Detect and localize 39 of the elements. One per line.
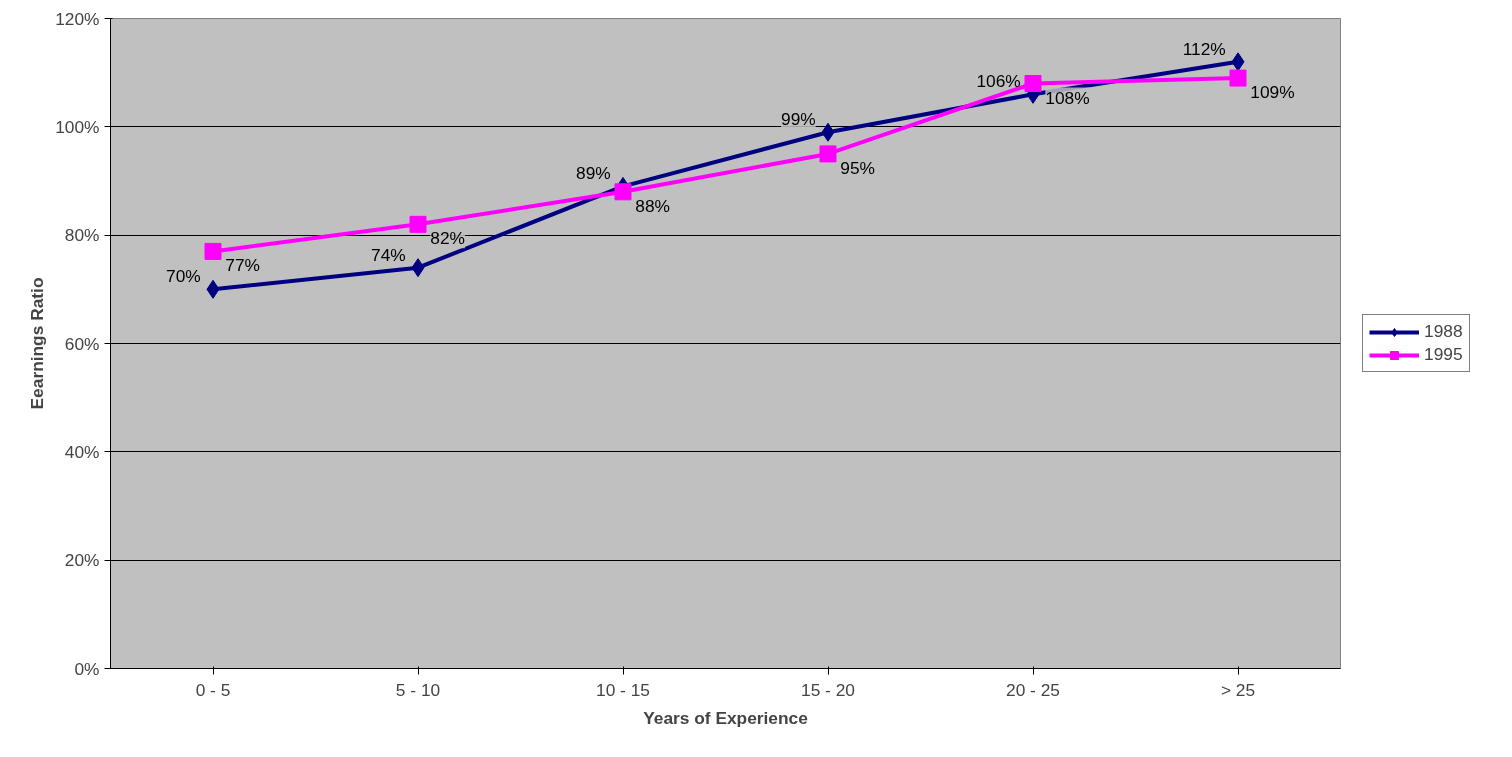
x-tick-label: 15 - 20 bbox=[801, 679, 855, 700]
y-tick-label: 80% bbox=[64, 225, 100, 246]
y-tick-label: 40% bbox=[64, 441, 100, 462]
x-tick-label: 0 - 5 bbox=[195, 679, 231, 700]
y-tick-label: 100% bbox=[55, 116, 100, 137]
data-label: 74% bbox=[371, 244, 406, 265]
data-label: 77% bbox=[225, 255, 260, 276]
y-tick-label: 0% bbox=[74, 658, 100, 679]
point bbox=[1229, 69, 1247, 87]
point bbox=[821, 122, 835, 142]
legend-label: 1988 bbox=[1424, 321, 1463, 342]
data-label: 109% bbox=[1250, 82, 1295, 103]
point bbox=[206, 279, 220, 299]
data-label: 95% bbox=[840, 157, 875, 178]
x-tick-label: 20 - 25 bbox=[1006, 679, 1060, 700]
point bbox=[409, 215, 427, 233]
x-tick-label: 5 - 10 bbox=[395, 679, 441, 700]
data-label: 70% bbox=[166, 266, 201, 287]
x-tick-label: > 25 bbox=[1220, 679, 1256, 700]
point bbox=[204, 242, 222, 260]
data-label: 89% bbox=[576, 163, 611, 184]
y-tick-label: 120% bbox=[55, 8, 100, 29]
point bbox=[614, 183, 632, 201]
point bbox=[1024, 75, 1042, 92]
data-label: 88% bbox=[635, 195, 670, 216]
data-label: 108% bbox=[1045, 87, 1090, 108]
point bbox=[1231, 52, 1245, 72]
x-axis-title: Years of Experience bbox=[643, 707, 809, 728]
data-label: 82% bbox=[430, 228, 465, 249]
data-label: 99% bbox=[781, 109, 816, 130]
data-label: 112% bbox=[1182, 38, 1226, 59]
x-tick-label: 10 - 15 bbox=[596, 679, 650, 700]
point bbox=[411, 258, 425, 278]
data-label: 106% bbox=[976, 71, 1021, 92]
y-axis-title: Eearnings Ratio bbox=[27, 277, 48, 410]
legend-label: 1995 bbox=[1424, 344, 1463, 365]
y-tick-label: 60% bbox=[64, 333, 100, 354]
point bbox=[819, 145, 837, 163]
y-tick-label: 20% bbox=[64, 550, 100, 571]
